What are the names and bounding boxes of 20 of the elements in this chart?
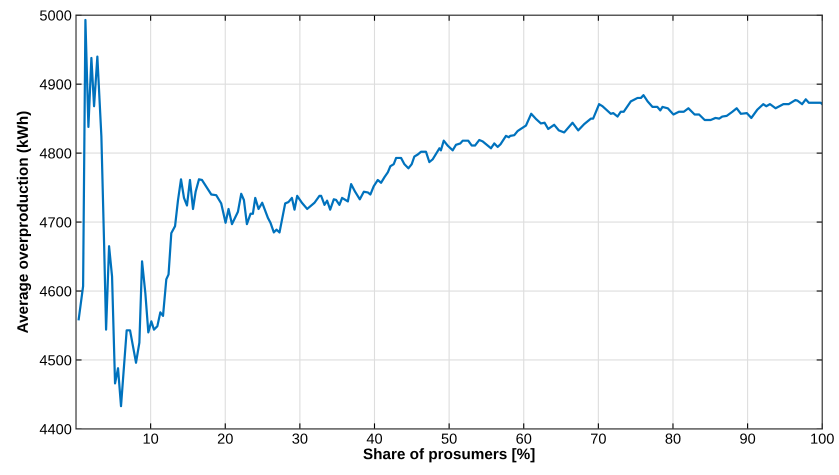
x-tick-label: 30 — [292, 433, 308, 444]
x-tick-label: 100 — [811, 433, 834, 444]
y-axis-title: Average overproduction (kWh) — [16, 111, 32, 334]
x-tick-label: 80 — [666, 433, 681, 444]
x-tick-label: 10 — [144, 433, 158, 444]
y-tick-label: 4600 — [40, 286, 72, 296]
x-tick-label: 20 — [218, 433, 233, 444]
x-tick-label: 50 — [442, 433, 457, 444]
y-tick-label: 4400 — [40, 424, 72, 434]
x-tick-label: 60 — [516, 433, 532, 444]
y-tick-label: 4800 — [40, 148, 72, 159]
x-axis-title: Share of prosumers [%] — [363, 448, 534, 462]
y-tick-label: 4700 — [40, 217, 72, 228]
line-series — [78, 18, 822, 408]
x-tick-label: 40 — [366, 433, 382, 444]
y-tick-label: 5000 — [40, 10, 72, 21]
y-tick-label: 4900 — [40, 79, 72, 90]
y-tick-label: 4500 — [40, 355, 72, 366]
x-tick-label: 70 — [590, 433, 606, 444]
x-tick-label: 90 — [740, 433, 756, 444]
